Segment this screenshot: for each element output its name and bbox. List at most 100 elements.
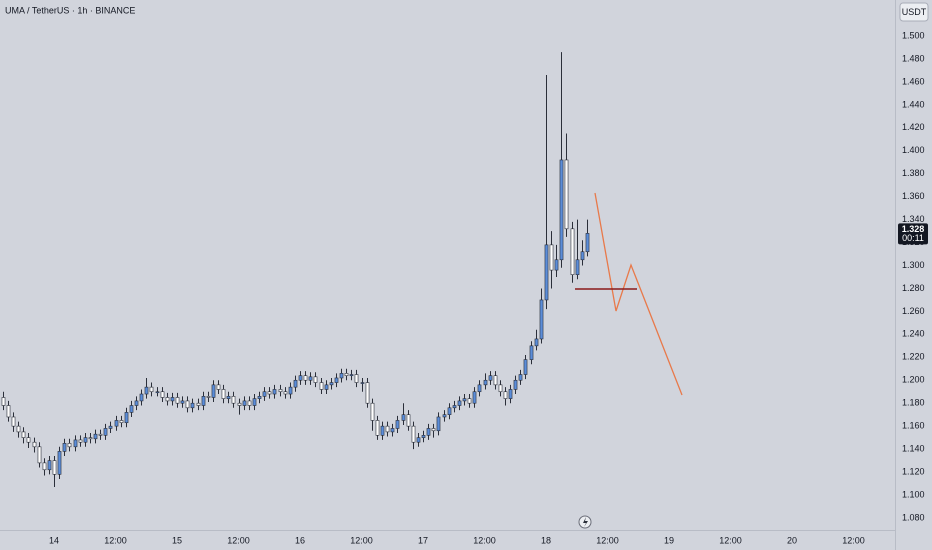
candle-body — [103, 428, 108, 436]
candle-body — [78, 439, 83, 443]
candle-body — [283, 391, 288, 395]
candle-body — [73, 439, 78, 448]
candle-body — [360, 382, 365, 384]
candle-body — [375, 420, 380, 436]
candle-body — [442, 414, 447, 418]
candle-body — [16, 425, 21, 433]
candle-body — [426, 428, 431, 436]
candle-body — [42, 462, 47, 471]
candle-body — [447, 407, 452, 415]
candle-body — [129, 405, 134, 413]
candle-body — [108, 425, 113, 429]
y-tick-label: 1.360 — [902, 191, 925, 201]
candle-body — [354, 374, 359, 383]
candle-body — [498, 384, 503, 393]
x-tick-label: 18 — [541, 535, 551, 545]
x-tick-label: 12:00 — [596, 535, 619, 545]
price-tag-label: 1.328 — [902, 224, 925, 234]
candle-body — [67, 443, 72, 448]
candle-body — [88, 437, 93, 440]
y-tick-label: 1.300 — [902, 260, 925, 270]
candle-body — [180, 400, 185, 404]
candle-body — [211, 384, 216, 398]
candle-body — [226, 396, 231, 399]
candle-body — [508, 389, 513, 399]
candle-body — [190, 402, 195, 409]
x-tick-label: 12:00 — [842, 535, 865, 545]
candle-body — [62, 443, 67, 452]
candle-body — [580, 251, 585, 261]
candle-body — [559, 159, 564, 261]
y-tick-label: 1.160 — [902, 421, 925, 431]
candle-body — [457, 400, 462, 406]
x-tick-label: 17 — [418, 535, 428, 545]
candle-body — [47, 460, 52, 471]
candle-body — [549, 244, 554, 271]
candle-body — [160, 391, 165, 398]
candle-body — [175, 397, 180, 404]
currency-label[interactable]: USDT — [902, 7, 927, 17]
candle-body — [237, 402, 242, 406]
candle-body — [503, 391, 508, 399]
candle-body — [185, 400, 190, 409]
candle-body — [57, 451, 62, 475]
candle-body — [431, 428, 436, 432]
candle-body — [467, 398, 472, 404]
candle-body — [6, 405, 11, 418]
candle-body — [201, 396, 206, 406]
candle-body — [529, 345, 534, 360]
y-tick-label: 1.140 — [902, 443, 925, 453]
candle-body — [493, 375, 498, 386]
candle-body — [380, 425, 385, 436]
events-bolt — [583, 517, 588, 527]
candle-body — [252, 398, 257, 406]
y-tick-label: 1.440 — [902, 99, 925, 109]
candle-body — [272, 389, 277, 395]
candle-body — [539, 299, 544, 340]
candle-body — [329, 382, 334, 386]
y-tick-label: 1.220 — [902, 352, 925, 362]
candle-body — [114, 420, 119, 427]
y-tick-label: 1.180 — [902, 398, 925, 408]
candle-body — [216, 384, 221, 390]
candle-body — [98, 433, 103, 436]
candle-body — [483, 379, 488, 386]
x-tick-label: 12:00 — [350, 535, 373, 545]
candle-body — [385, 425, 390, 433]
candle-body — [247, 400, 252, 406]
candle-body — [165, 397, 170, 402]
candle-body — [344, 373, 349, 376]
candle-body — [221, 389, 226, 399]
candle-body — [518, 374, 523, 381]
candle-body — [155, 391, 160, 394]
candle-body — [242, 400, 247, 406]
x-tick-label: 12:00 — [473, 535, 496, 545]
price-tag — [898, 223, 928, 245]
candle-body — [26, 437, 31, 443]
x-tick-label: 19 — [664, 535, 674, 545]
candle-body — [196, 402, 201, 406]
candle-body — [554, 259, 559, 271]
forecast-drawing[interactable] — [594, 192, 683, 396]
candle-body — [585, 233, 590, 253]
candle-body — [513, 379, 518, 390]
x-tick-label: 16 — [295, 535, 305, 545]
y-tick-label: 1.500 — [902, 30, 925, 40]
candle-body — [365, 382, 370, 404]
candle-body — [421, 435, 426, 438]
candle-body — [488, 375, 493, 381]
candle-body — [231, 396, 236, 404]
x-tick-label: 12:00 — [104, 535, 127, 545]
candles — [1, 52, 590, 487]
candle-body — [37, 446, 42, 464]
y-tick-label: 1.420 — [902, 122, 925, 132]
y-tick-label: 1.240 — [902, 329, 925, 339]
x-tick-label: 20 — [787, 535, 797, 545]
x-tick-label: 14 — [49, 535, 59, 545]
currency-box[interactable] — [899, 2, 929, 22]
candle-body — [395, 420, 400, 429]
candle-body — [262, 391, 267, 397]
